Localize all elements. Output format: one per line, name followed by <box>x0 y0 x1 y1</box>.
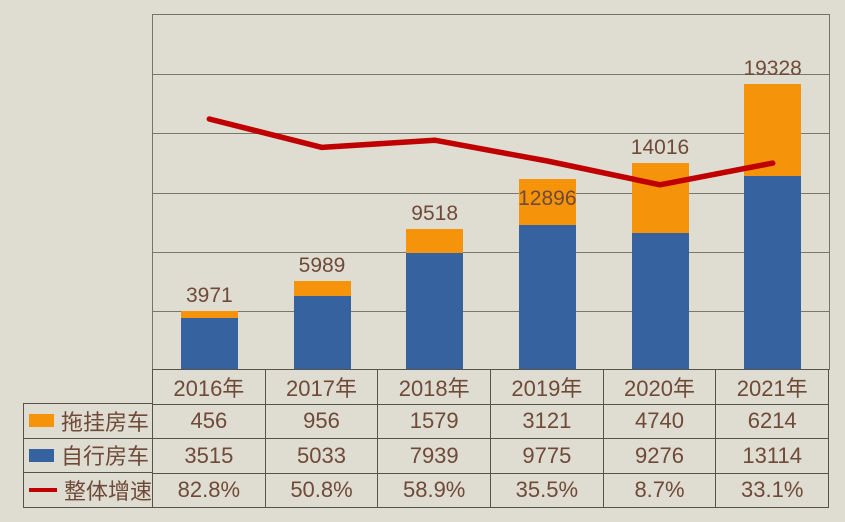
bar-motorized-rv <box>744 176 802 370</box>
table-cell: 9775 <box>491 439 604 474</box>
bar-motorized-rv <box>631 232 689 370</box>
table-cell: 50.8% <box>265 473 379 508</box>
bar-total-label: 19328 <box>743 57 802 81</box>
gridline <box>153 310 829 312</box>
gridline <box>153 74 829 76</box>
x-axis-year-row: 2016年 2017年 2018年 2019年 2020年 2021年 <box>152 369 830 405</box>
legend-label: 拖挂房车 <box>61 409 150 435</box>
growth-line-path <box>206 116 776 188</box>
table-cell: 82.8% <box>153 473 266 508</box>
table-row: 82.8% 50.8% 58.9% 35.5% 8.7% 33.1% <box>153 473 830 508</box>
table-cell: 13114 <box>716 439 830 474</box>
year-cell: 2016年 <box>153 370 266 405</box>
legend-swatch-red-line-icon <box>29 487 57 492</box>
table-cell: 6214 <box>716 404 830 439</box>
legend-item-red-line: 整体增速 <box>24 473 153 508</box>
table-cell: 956 <box>265 404 379 439</box>
bar-total-label: 3971 <box>185 284 233 308</box>
table-cell: 456 <box>153 404 266 439</box>
table-cell: 3515 <box>153 439 266 474</box>
bar-towed-rv <box>293 281 351 296</box>
bar-motorized-rv <box>406 252 464 370</box>
year-cell: 2021年 <box>716 370 830 405</box>
gridline <box>153 192 829 194</box>
bar-towed-rv <box>406 229 464 253</box>
gridline <box>153 251 829 253</box>
legend-label: 整体增速 <box>64 478 153 504</box>
bar-towed-rv <box>180 311 238 319</box>
year-cell: 2019年 <box>491 370 604 405</box>
gridline <box>153 133 829 135</box>
table-cell: 9276 <box>603 439 717 474</box>
growth-rate-line <box>206 116 776 188</box>
year-cell: 2020年 <box>603 370 717 405</box>
table-row: 3515 5033 7939 9775 9276 13114 <box>153 439 830 474</box>
data-table-values: 456 956 1579 3121 4740 6214 3515 5033 7939 9775 92… <box>152 404 830 508</box>
table-cell: 7939 <box>378 439 492 474</box>
table-cell: 8.7% <box>603 473 717 508</box>
bar-motorized-rv <box>518 225 576 370</box>
table-row: 456 956 1579 3121 4740 6214 <box>153 404 830 439</box>
table-cell: 5033 <box>265 439 379 474</box>
table-cell: 4740 <box>603 404 717 439</box>
legend-column: 拖挂房车自行房车整体增速 <box>23 403 153 508</box>
bar-total-label: 9518 <box>411 202 459 226</box>
table-cell: 3121 <box>491 404 604 439</box>
bar-total-label: 5989 <box>298 254 346 278</box>
bar-towed-rv <box>518 179 576 226</box>
legend-item-orange: 拖挂房车 <box>24 404 153 439</box>
legend-label: 自行房车 <box>61 444 150 470</box>
plot-area: 3971 5989 9518 12896 14016 19328 <box>152 14 830 370</box>
bar-total-label: 14016 <box>630 135 690 159</box>
legend-swatch-orange-icon <box>29 414 54 428</box>
bar-total-label: 12896 <box>518 187 577 211</box>
legend-swatch-blue-icon <box>29 448 54 462</box>
legend-item-blue: 自行房车 <box>24 439 153 473</box>
bar-towed-rv <box>631 162 689 233</box>
table-cell: 33.1% <box>716 473 830 508</box>
table-cell: 35.5% <box>491 473 604 508</box>
bar-motorized-rv <box>180 318 238 370</box>
year-cell: 2018年 <box>378 370 492 405</box>
table-cell: 1579 <box>378 404 492 439</box>
bar-motorized-rv <box>293 295 351 370</box>
year-cell: 2017年 <box>265 370 379 405</box>
table-cell: 58.9% <box>378 473 492 508</box>
